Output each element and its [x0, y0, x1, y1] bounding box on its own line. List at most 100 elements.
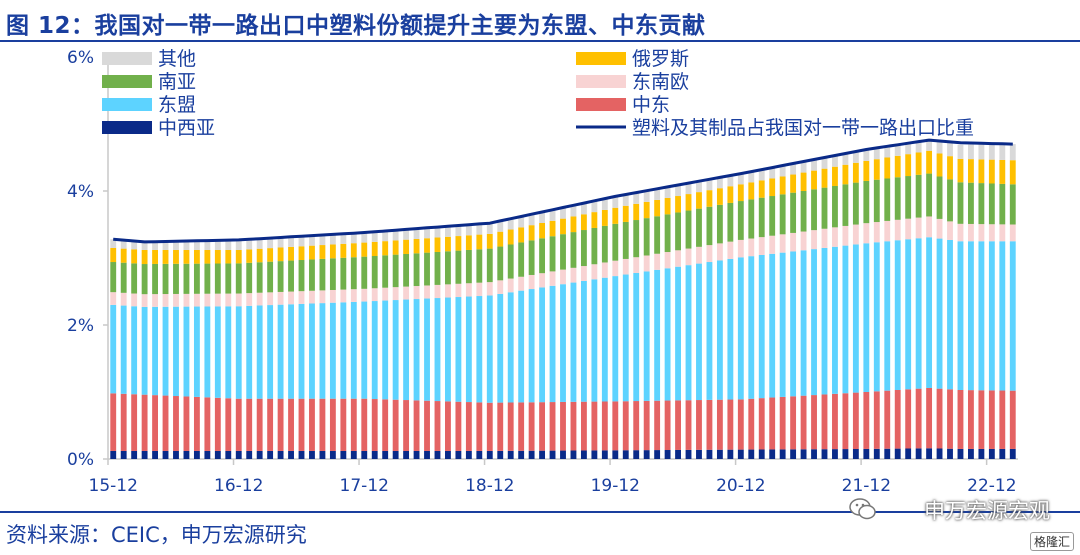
bar-segment-cx [675, 449, 681, 459]
bar-segment-asean [779, 252, 786, 397]
bar-segment-cx [863, 448, 870, 459]
bar-segment-ee [528, 274, 535, 290]
bar-segment-me [654, 400, 661, 451]
bar-segment-cx [214, 450, 221, 459]
bar-segment-ot [141, 241, 148, 250]
bar-segment-cx [842, 449, 849, 459]
bar-stack [758, 169, 765, 459]
legend-label: 东南欧 [632, 71, 689, 93]
bar-segment-sa [141, 264, 148, 295]
bar-segment-ru [162, 249, 169, 264]
bar-stack [329, 234, 336, 459]
bar-segment-me [601, 401, 608, 451]
bar-segment-cx [643, 450, 650, 459]
bar-segment-me [465, 402, 472, 451]
bar-stack [737, 173, 744, 459]
bar-stack [497, 220, 504, 459]
bar-segment-ru [758, 180, 765, 198]
bar-segment-me [685, 400, 692, 450]
bar-segment-cx [528, 450, 535, 459]
bar-segment-ee [403, 286, 410, 300]
bar-stack [947, 142, 953, 459]
bar-segment-ru [120, 248, 127, 263]
bar-segment-ot [905, 142, 912, 155]
bar-segment-me [204, 397, 211, 451]
bar-segment-ee [926, 216, 933, 238]
bar-segment-ot [110, 239, 117, 248]
bar-segment-ee [256, 292, 263, 306]
bar-stack [570, 205, 577, 459]
bar-segment-ru [204, 249, 211, 264]
bar-segment-me [413, 400, 420, 451]
bar-segment-ot [434, 227, 441, 238]
bar-segment-me [424, 400, 430, 451]
bar-segment-asean [696, 263, 702, 401]
bar-segment-asean [549, 285, 556, 403]
bar-segment-ee [497, 280, 504, 294]
bar-segment-ee [727, 241, 734, 259]
bar-segment-ee [873, 222, 880, 243]
bar-segment-ru [382, 241, 389, 256]
bar-segment-ot [507, 218, 514, 230]
bar-segment-cx [957, 448, 964, 459]
bar-segment-cx [905, 448, 912, 459]
bar-segment-me [570, 401, 577, 451]
legend-swatch [102, 98, 152, 111]
bar-stack [915, 140, 922, 459]
bar-segment-asean [152, 306, 158, 396]
bar-stack [256, 239, 263, 459]
bar-segment-sa [852, 182, 859, 225]
bar-segment-ru [675, 196, 681, 213]
bar-segment-cx [403, 450, 410, 459]
bar-segment-ru [486, 233, 493, 249]
bar-segment-asean [936, 238, 943, 389]
bar-segment-asean [758, 254, 765, 399]
bar-segment-sa [518, 242, 525, 277]
bar-segment-ot [926, 138, 933, 151]
bar-stack [633, 192, 640, 459]
bar-segment-me [193, 396, 200, 451]
bar-segment-ru [371, 241, 378, 256]
share-line [113, 138, 1013, 244]
bar-segment-cx [424, 450, 430, 459]
bar-segment-ee [947, 221, 953, 240]
bar-segment-sa [947, 179, 953, 222]
bar-stack [204, 240, 211, 459]
bar-segment-me [696, 400, 702, 450]
bar-segment-ot [277, 237, 284, 248]
bar-segment-sa [643, 218, 650, 256]
bar-segment-sa [445, 251, 451, 285]
bar-segment-cx [852, 449, 859, 459]
bar-stack [842, 152, 849, 459]
bar-stack [664, 186, 671, 459]
bar-segment-ot [633, 192, 640, 204]
bar-segment-asean [173, 306, 179, 397]
bar-segment-cx [319, 450, 326, 459]
bar-segment-ot [340, 233, 347, 244]
bar-segment-sa [560, 234, 566, 270]
bar-segment-asean [539, 287, 546, 403]
bar-segment-ru [591, 212, 598, 228]
bar-stack [361, 232, 368, 459]
bar-segment-ee [413, 286, 420, 300]
bar-stack [413, 228, 420, 459]
bar-segment-ot [643, 190, 650, 202]
bar-segment-ot [727, 175, 734, 187]
bar-segment-ee [622, 258, 629, 275]
bar-segment-sa [601, 225, 608, 263]
bar-stack [779, 165, 786, 459]
bar-segment-me [235, 398, 242, 451]
title-rule [0, 40, 1080, 42]
bar-segment-ot [748, 171, 755, 183]
bar-stack [926, 138, 933, 459]
bar-segment-sa [873, 179, 880, 223]
bar-segment-asean [225, 306, 232, 399]
bar-segment-ot [403, 229, 410, 240]
bar-segment-sa [256, 262, 263, 293]
bar-segment-ot [852, 150, 859, 163]
bar-segment-asean [162, 306, 169, 396]
bar-segment-asean [957, 241, 964, 390]
bar-segment-cx [152, 450, 158, 459]
bar-segment-ee [811, 230, 817, 250]
bar-stack [894, 143, 901, 459]
